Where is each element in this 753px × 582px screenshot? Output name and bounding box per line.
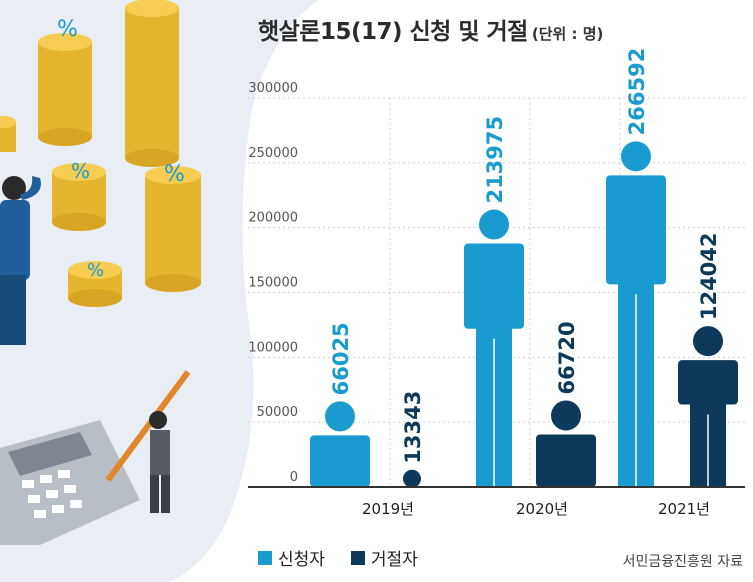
coin-stack-icon-4: % [145, 162, 201, 292]
bar-applicants-1-torso [464, 243, 524, 329]
bars [310, 141, 738, 488]
data-label-applicants-0: 66025 [329, 322, 353, 395]
bar-rejected-2-torso [678, 360, 738, 405]
data-label-applicants-2: 266592 [625, 48, 649, 136]
coin-stack-icon-2 [125, 0, 179, 167]
chart-title: 햇살론15(17) 신청 및 거절 [258, 19, 528, 45]
svg-text:%: % [57, 17, 78, 42]
businessman-thinking-icon [0, 176, 41, 345]
x-tick-label-2: 2021년 [658, 500, 710, 518]
legend: 신청자 거절자 [258, 545, 444, 570]
bar-rejected-0 [403, 469, 421, 488]
unit-label: (단위 : 명) [531, 25, 604, 43]
y-tick-label-6: 300000 [248, 81, 298, 96]
svg-text:%: % [87, 260, 104, 281]
source-note: 서민금융진흥원 자료 [622, 554, 743, 570]
coin-stack-icon-3: % [52, 159, 106, 231]
y-tick-label-0: 0 [290, 470, 298, 485]
svg-text:%: % [164, 162, 185, 187]
y-tick-label-4: 200000 [248, 211, 298, 226]
bar-rejected-2-head [693, 326, 723, 357]
bar-applicants-0-head [325, 401, 355, 432]
x-axis-ticks: 2019년 2020년 2021년 [362, 500, 710, 518]
coin-stack-icon-6 [0, 116, 16, 152]
data-label-rejected-2: 124042 [697, 232, 721, 320]
y-axis-ticks: 0 50000 100000 150000 200000 250000 300000 [248, 81, 298, 485]
legend-label-applicants: 신청자 [278, 550, 325, 570]
legend-label-rejected: 거절자 [370, 550, 418, 570]
y-tick-label-3: 150000 [248, 276, 298, 291]
data-labels: 66025 13343 213975 66720 266592 124042 [329, 48, 721, 464]
man-with-pencil-icon [105, 370, 191, 513]
bar-applicants-2-torso [606, 175, 666, 285]
y-tick-label-2: 100000 [248, 340, 298, 355]
legend-swatch-applicants [258, 550, 272, 565]
bar-applicants-0 [310, 401, 370, 487]
x-tick-label-1: 2020년 [516, 500, 568, 518]
bar-applicants-2-head [621, 141, 651, 172]
bar-applicants-1 [464, 209, 524, 487]
data-label-rejected-0: 13343 [401, 391, 425, 464]
legend-item-rejected: 거절자 [350, 545, 418, 570]
bar-rejected-0-head [403, 469, 421, 488]
bar-rejected-1-torso [536, 434, 596, 487]
bar-applicants-1-head [479, 209, 509, 240]
bar-applicants-0-torso [310, 435, 370, 487]
data-label-applicants-1: 213975 [483, 116, 507, 204]
coin-stack-icon-5: % [68, 260, 122, 307]
bar-rejected-1-head [551, 400, 581, 431]
calculator-icon [0, 420, 140, 545]
legend-item-applicants: 신청자 [258, 545, 325, 570]
x-tick-label-0: 2019년 [362, 500, 414, 518]
bar-applicants-2 [606, 141, 666, 487]
chart-title-block: 햇살론15(17) 신청 및 거절 (단위 : 명) [258, 12, 603, 46]
coin-stack-icon-1: % [38, 17, 92, 146]
legend-swatch-rejected [350, 550, 365, 565]
svg-text:%: % [71, 159, 90, 183]
y-tick-label-5: 250000 [248, 146, 298, 161]
y-tick-label-1: 50000 [257, 405, 298, 420]
bar-rejected-1 [536, 400, 596, 487]
data-label-rejected-1: 66720 [555, 321, 579, 394]
bar-rejected-2 [678, 326, 738, 487]
